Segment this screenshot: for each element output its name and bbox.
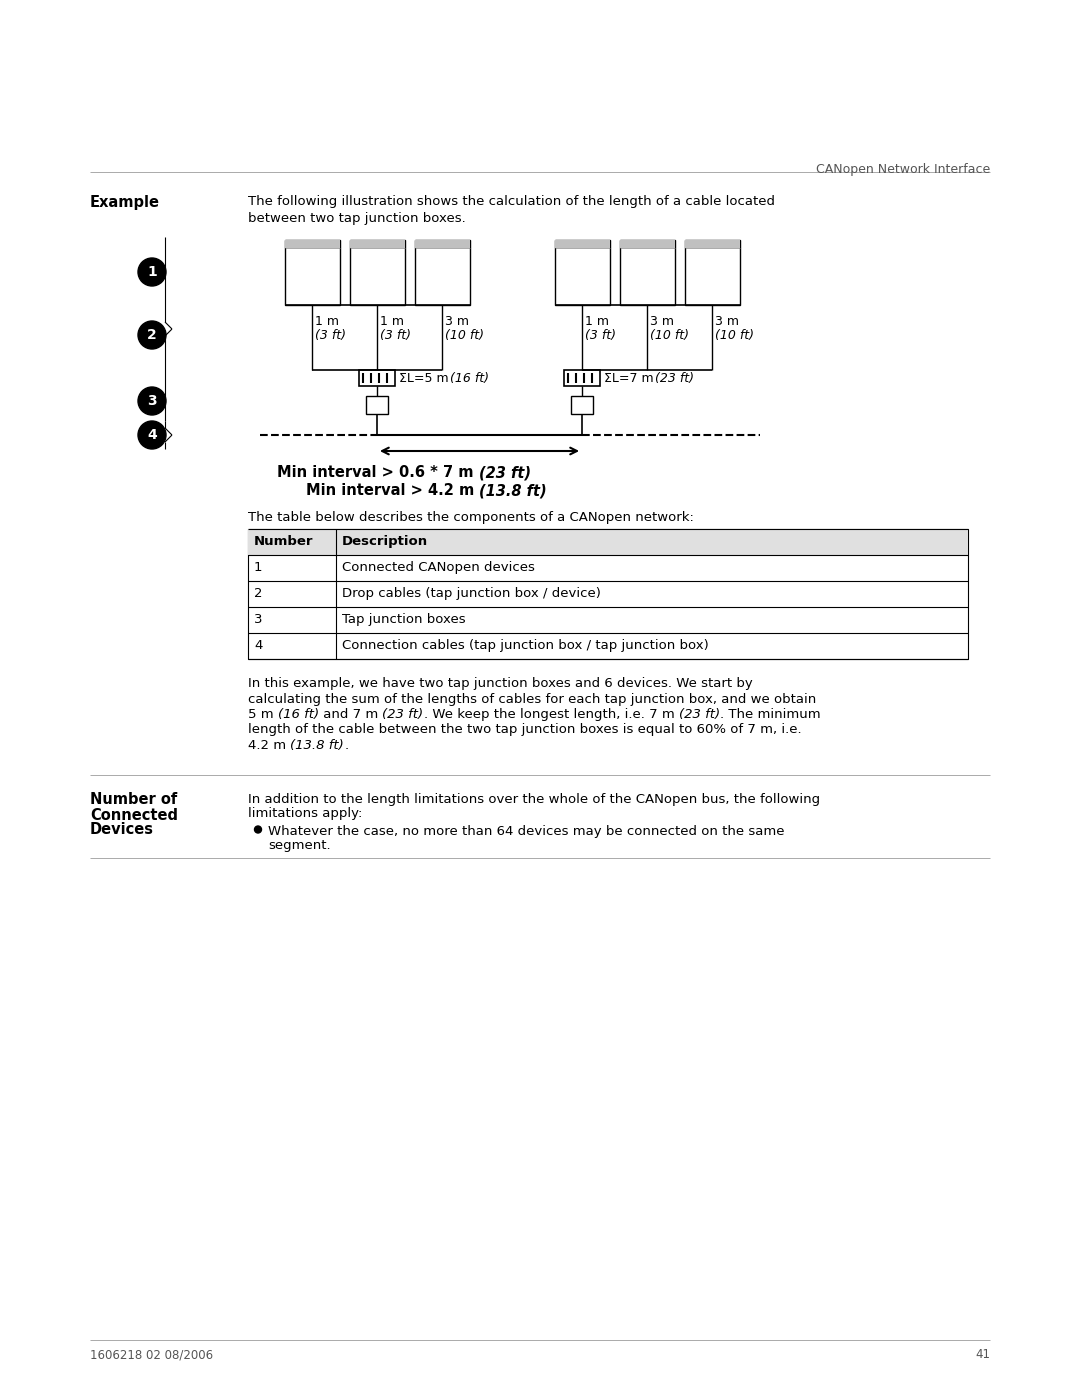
Text: ΣL=7 m: ΣL=7 m: [604, 372, 658, 386]
Text: 1 m: 1 m: [315, 314, 339, 328]
Text: 3: 3: [147, 394, 157, 408]
Text: 3 m: 3 m: [650, 314, 674, 328]
Text: 2: 2: [147, 328, 157, 342]
Text: Example: Example: [90, 196, 160, 210]
Text: calculating the sum of the lengths of cables for each tap junction box, and we o: calculating the sum of the lengths of ca…: [248, 693, 816, 705]
Text: 1: 1: [254, 562, 262, 574]
Text: ΣL=5 m: ΣL=5 m: [399, 372, 453, 386]
Text: 4: 4: [147, 427, 157, 441]
Text: . We keep the longest length, i.e. 7 m: . We keep the longest length, i.e. 7 m: [423, 708, 678, 721]
Bar: [248, 529, 968, 659]
Text: (3 ft): (3 ft): [315, 330, 346, 342]
Text: The table below describes the components of a CANopen network:: The table below describes the components…: [248, 511, 693, 524]
Circle shape: [138, 387, 166, 415]
Text: limitations apply:: limitations apply:: [248, 807, 363, 820]
Bar: [620, 240, 675, 249]
Text: Devices: Devices: [90, 823, 154, 837]
Text: (13.8 ft): (13.8 ft): [291, 739, 345, 752]
Bar: [248, 529, 968, 555]
Text: Min interval > 0.6 * 7 m: Min interval > 0.6 * 7 m: [278, 465, 480, 481]
Text: . The minimum: . The minimum: [719, 708, 821, 721]
Text: between two tap junction boxes.: between two tap junction boxes.: [248, 212, 465, 225]
Text: In addition to the length limitations over the whole of the CANopen bus, the fol: In addition to the length limitations ov…: [248, 792, 820, 806]
Bar: [685, 240, 740, 305]
Text: (23 ft): (23 ft): [678, 708, 719, 721]
Text: 4: 4: [254, 638, 262, 652]
Bar: [415, 240, 470, 305]
Text: (16 ft): (16 ft): [450, 372, 489, 386]
Text: Whatever the case, no more than 64 devices may be connected on the same: Whatever the case, no more than 64 devic…: [268, 824, 784, 837]
Bar: [350, 240, 405, 249]
Bar: [366, 395, 388, 414]
Bar: [564, 370, 600, 386]
Bar: [555, 240, 610, 305]
Text: (3 ft): (3 ft): [380, 330, 411, 342]
Bar: [285, 240, 340, 305]
Text: Connected CANopen devices: Connected CANopen devices: [342, 562, 535, 574]
Bar: [285, 240, 340, 249]
Text: (3 ft): (3 ft): [585, 330, 616, 342]
Text: 1 m: 1 m: [585, 314, 609, 328]
Text: (23 ft): (23 ft): [480, 465, 531, 481]
Text: In this example, we have two tap junction boxes and 6 devices. We start by: In this example, we have two tap junctio…: [248, 678, 753, 690]
Text: Number of: Number of: [90, 792, 177, 807]
Text: length of the cable between the two tap junction boxes is equal to 60% of 7 m, i: length of the cable between the two tap …: [248, 724, 801, 736]
Text: and 7 m: and 7 m: [319, 708, 382, 721]
Text: Tap junction boxes: Tap junction boxes: [342, 613, 465, 626]
Circle shape: [138, 420, 166, 448]
Text: (23 ft): (23 ft): [654, 372, 694, 386]
Text: Drop cables (tap junction box / device): Drop cables (tap junction box / device): [342, 587, 600, 599]
Circle shape: [138, 258, 166, 286]
Circle shape: [255, 826, 261, 833]
Text: Connection cables (tap junction box / tap junction box): Connection cables (tap junction box / ta…: [342, 638, 708, 652]
Bar: [685, 240, 740, 249]
Text: 3 m: 3 m: [445, 314, 469, 328]
Bar: [415, 240, 470, 249]
Bar: [555, 240, 610, 249]
Text: 1: 1: [147, 265, 157, 279]
Text: 5 m: 5 m: [248, 708, 278, 721]
Circle shape: [138, 321, 166, 349]
Text: 2: 2: [254, 587, 262, 599]
Text: 3 m: 3 m: [715, 314, 739, 328]
Bar: [620, 240, 675, 305]
Text: Description: Description: [342, 535, 428, 548]
Bar: [359, 370, 395, 386]
Text: 4.2 m: 4.2 m: [248, 739, 291, 752]
Text: (10 ft): (10 ft): [715, 330, 754, 342]
Text: (16 ft): (16 ft): [278, 708, 319, 721]
Text: 1 m: 1 m: [380, 314, 404, 328]
Text: Connected: Connected: [90, 807, 178, 823]
Text: (13.8 ft): (13.8 ft): [480, 483, 546, 497]
Bar: [571, 395, 593, 414]
Text: CANopen Network Interface: CANopen Network Interface: [815, 163, 990, 176]
Bar: [350, 240, 405, 305]
Text: 3: 3: [254, 613, 262, 626]
Text: (23 ft): (23 ft): [382, 708, 423, 721]
Text: .: .: [345, 739, 348, 752]
Text: segment.: segment.: [268, 840, 330, 852]
Text: Number: Number: [254, 535, 313, 548]
Text: 41: 41: [975, 1348, 990, 1361]
Text: The following illustration shows the calculation of the length of a cable locate: The following illustration shows the cal…: [248, 196, 775, 208]
Text: 1606218 02 08/2006: 1606218 02 08/2006: [90, 1348, 213, 1361]
Text: Min interval > 4.2 m: Min interval > 4.2 m: [306, 483, 480, 497]
Text: (10 ft): (10 ft): [445, 330, 484, 342]
Text: (10 ft): (10 ft): [650, 330, 689, 342]
